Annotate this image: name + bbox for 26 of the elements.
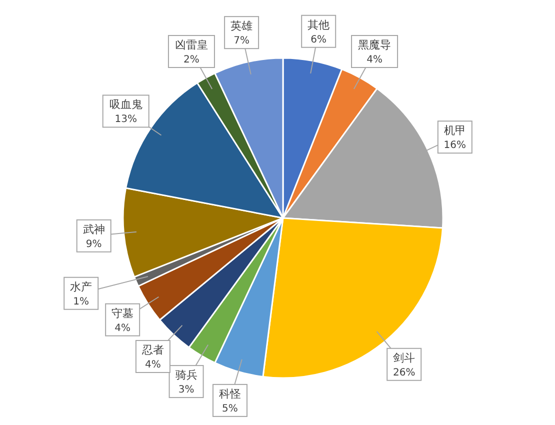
slice-label: 黑魔导	[358, 38, 392, 52]
data-label: 9%	[86, 238, 102, 250]
data-label: 13%	[114, 114, 137, 126]
slice-label: 骑兵	[175, 368, 198, 382]
data-label: 6%	[310, 34, 327, 46]
slice-label: 英雄	[230, 20, 253, 33]
data-label: 4%	[145, 360, 161, 371]
data-label: 1%	[73, 296, 90, 308]
slice-label: 守墓	[112, 306, 134, 320]
slice-label: 水产	[70, 280, 92, 294]
data-label: 4%	[366, 54, 382, 66]
slice-label: 吸血鬼	[109, 98, 142, 112]
slice-label: 忍者	[140, 344, 164, 357]
slice-label: 科怪	[218, 387, 241, 400]
slice-label: 其他	[308, 18, 330, 32]
data-label: 2%	[184, 54, 200, 66]
slice-label: 机甲	[444, 124, 466, 138]
data-label: 3%	[178, 384, 194, 396]
data-label: 7%	[234, 36, 250, 47]
slice-label: 凶雷皇	[174, 38, 208, 52]
data-label: 5%	[222, 403, 238, 414]
slice-label: 武神	[82, 222, 105, 236]
data-label: 26%	[392, 367, 416, 378]
data-label: 4%	[114, 322, 131, 334]
slice-label: 剑斗	[393, 351, 416, 364]
data-label: 16%	[444, 140, 466, 152]
